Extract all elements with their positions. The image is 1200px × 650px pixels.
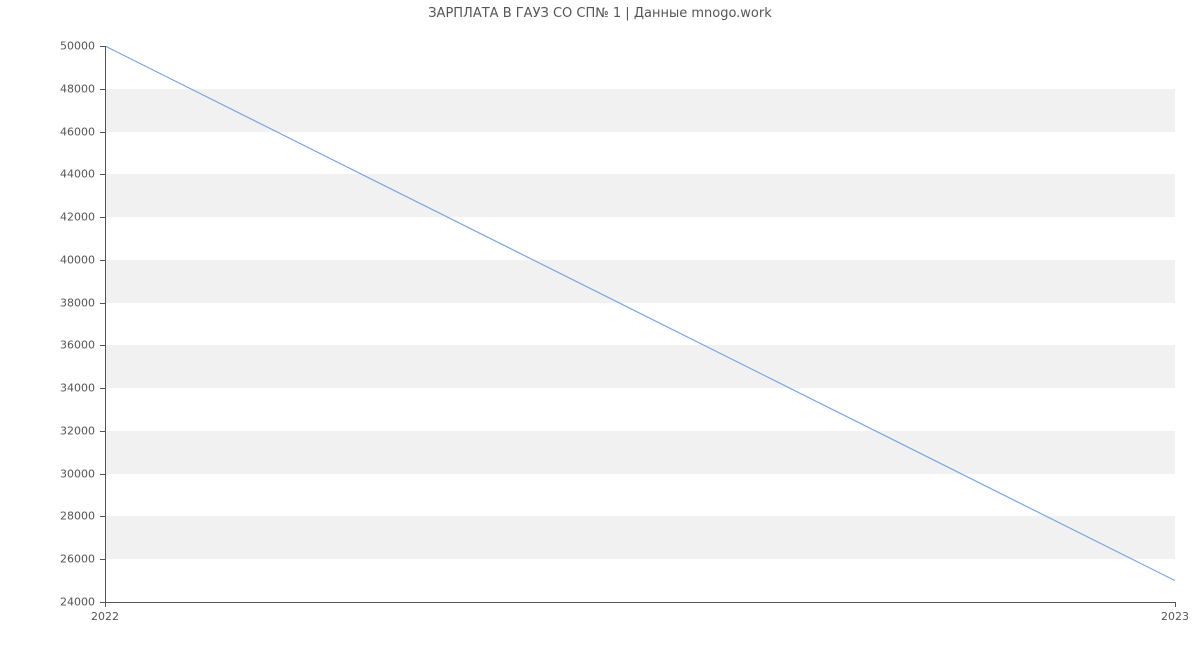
series-salary bbox=[105, 46, 1175, 581]
chart-title: ЗАРПЛАТА В ГАУЗ СО СП№ 1 | Данные mnogo.… bbox=[0, 6, 1200, 21]
y-tick-mark bbox=[100, 217, 105, 218]
y-axis-line bbox=[105, 46, 106, 602]
y-tick-label: 40000 bbox=[45, 253, 95, 266]
line-series-layer bbox=[105, 46, 1175, 602]
y-tick-mark bbox=[100, 388, 105, 389]
x-tick-mark bbox=[1175, 602, 1176, 607]
x-tick-label: 2023 bbox=[1161, 610, 1189, 623]
y-tick-label: 44000 bbox=[45, 168, 95, 181]
y-tick-label: 24000 bbox=[45, 596, 95, 609]
y-tick-mark bbox=[100, 431, 105, 432]
y-tick-label: 46000 bbox=[45, 125, 95, 138]
y-tick-label: 26000 bbox=[45, 553, 95, 566]
plot-area bbox=[105, 46, 1175, 602]
y-tick-mark bbox=[100, 474, 105, 475]
y-tick-mark bbox=[100, 559, 105, 560]
y-tick-mark bbox=[100, 132, 105, 133]
y-tick-mark bbox=[100, 516, 105, 517]
y-tick-mark bbox=[100, 303, 105, 304]
y-tick-label: 38000 bbox=[45, 296, 95, 309]
y-tick-mark bbox=[100, 89, 105, 90]
y-tick-mark bbox=[100, 345, 105, 346]
y-tick-label: 50000 bbox=[45, 40, 95, 53]
y-tick-label: 30000 bbox=[45, 467, 95, 480]
salary-line-chart: ЗАРПЛАТА В ГАУЗ СО СП№ 1 | Данные mnogo.… bbox=[0, 0, 1200, 650]
y-tick-mark bbox=[100, 260, 105, 261]
x-tick-label: 2022 bbox=[91, 610, 119, 623]
y-tick-label: 28000 bbox=[45, 510, 95, 523]
y-tick-label: 48000 bbox=[45, 82, 95, 95]
y-tick-label: 34000 bbox=[45, 382, 95, 395]
y-tick-label: 32000 bbox=[45, 424, 95, 437]
y-tick-mark bbox=[100, 46, 105, 47]
y-tick-label: 42000 bbox=[45, 211, 95, 224]
x-axis-line bbox=[105, 602, 1175, 603]
x-tick-mark bbox=[105, 602, 106, 607]
y-tick-mark bbox=[100, 174, 105, 175]
y-tick-label: 36000 bbox=[45, 339, 95, 352]
